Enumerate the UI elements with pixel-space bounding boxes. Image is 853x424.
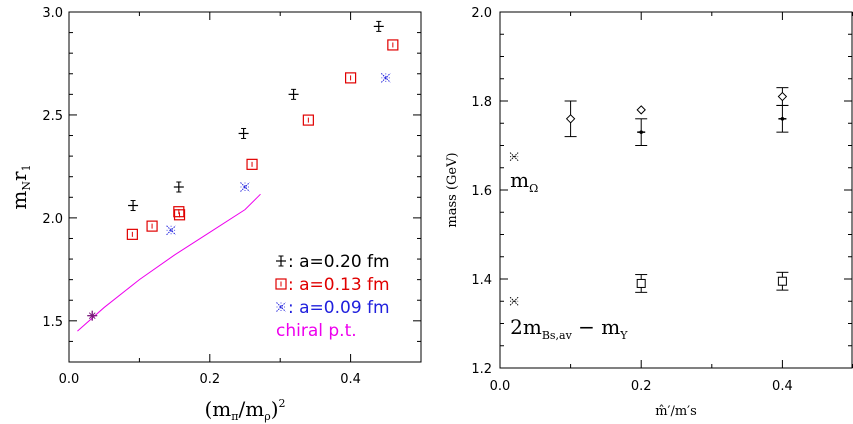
point-a020	[238, 127, 249, 139]
chiral-pt-curve	[77, 193, 261, 332]
left-chart: 0.0 0.2 0.4 1.5 2.0 2.5 3.0 (mπ/mρ)2 mNr1 : a=0.2…	[7, 6, 422, 423]
right-plot-frame	[499, 11, 853, 369]
legend-marker-a009	[276, 302, 286, 312]
right-y-tick-label: 2.0	[471, 6, 492, 21]
point-a009-d2	[380, 73, 391, 83]
right-y-tick-label: 1.8	[471, 95, 492, 110]
legend-label: chiral p.t.	[276, 321, 357, 341]
point-a013-box	[345, 72, 357, 84]
legend-label: : a=0.20 fm	[288, 252, 390, 272]
right-x-axis-label: m̂′/m′s	[655, 404, 697, 419]
point-a013	[146, 220, 158, 232]
cross-point-dot	[780, 117, 785, 121]
left-plot-frame	[68, 11, 422, 363]
point-a013-box	[387, 39, 399, 51]
right-y-tick-label: 1.4	[471, 273, 492, 288]
left-y-tick-label: 2.5	[42, 109, 63, 124]
diamond-point	[777, 91, 788, 102]
point-a009	[380, 73, 391, 83]
xlabel-sup: 2	[279, 397, 286, 410]
right-x-tick-label: 0.4	[772, 379, 793, 394]
point-a013-box	[173, 209, 186, 221]
left-x-tick-label: 0.4	[340, 372, 361, 387]
point-a013-box	[146, 220, 158, 232]
right-x-tick-label: 0.2	[631, 379, 652, 394]
point-a009	[240, 182, 250, 192]
point-physical	[87, 310, 98, 321]
left-y-tick-label: 1.5	[42, 315, 63, 330]
diamond-point	[565, 114, 576, 124]
ylabel-sub2: 1	[20, 164, 33, 171]
right-chart: 0.0 0.2 0.4 1.2 1.4 1.6 1.8 2.0 m̂′/m′s mass (GeV…	[445, 6, 853, 419]
left-x-axis-label: (mπ/mρ)2	[205, 397, 286, 423]
point-a013-box	[246, 158, 258, 170]
left-x-tick-label: 0.2	[199, 372, 220, 387]
point-a013-box	[126, 228, 138, 240]
xlabel-sub1: π	[231, 410, 238, 423]
xlabel-main: (m	[205, 397, 232, 421]
left-x-tick-label: 0.0	[59, 372, 80, 387]
legend-marker-a013-box	[275, 278, 287, 290]
ylabel-tail: r	[7, 171, 31, 181]
ann-bs-main: 2m	[510, 315, 542, 339]
legend-label: : a=0.09 fm	[288, 298, 390, 318]
point-a020	[128, 200, 139, 212]
ylabel-main: m	[7, 191, 31, 210]
point-a013	[387, 39, 399, 51]
left-y-axis-label: mNr1	[7, 164, 33, 209]
point-a013	[173, 209, 186, 221]
point-a013	[345, 72, 357, 84]
point-a013-box	[173, 206, 185, 218]
diamond-point	[636, 105, 646, 115]
annotation-m-omega: mΩ	[510, 168, 538, 195]
point-a013	[173, 206, 185, 218]
ann-bs-sub: Bs,av	[542, 329, 573, 342]
point-a013	[126, 228, 138, 240]
legend-marker-a020	[276, 255, 286, 267]
cross-point-dot	[639, 130, 643, 134]
point-a013-box	[302, 114, 314, 126]
point-a020	[373, 20, 384, 32]
point-a009-d2	[166, 225, 176, 236]
left-y-tick-label: 2.0	[42, 212, 63, 227]
point-a009-d2	[240, 182, 250, 192]
legend-marker-a013	[275, 278, 287, 290]
point-a020	[173, 181, 184, 193]
xlabel-sub2: ρ	[264, 410, 270, 423]
ann-omega-main: m	[510, 168, 529, 192]
point-a013	[246, 158, 258, 170]
burst-point-d2	[509, 296, 519, 306]
point-a013	[302, 114, 314, 126]
ann-bs-mid: − m	[572, 315, 620, 339]
left-y-tick-label: 3.0	[42, 6, 63, 21]
ann-bs-sub2: Υ	[619, 329, 628, 342]
ann-omega-sub: Ω	[529, 182, 538, 195]
burst-point-d2	[509, 152, 519, 161]
square-point	[777, 276, 787, 286]
point-a020	[288, 88, 299, 100]
right-y-tick-label: 1.2	[471, 362, 492, 377]
right-y-tick-label: 1.6	[471, 184, 492, 199]
xlabel-tail: )	[271, 397, 279, 421]
right-x-tick-label: 0.0	[490, 379, 511, 394]
right-y-axis-label: mass (GeV)	[445, 152, 460, 227]
legend-marker-a009-d2	[276, 302, 286, 312]
point-a009	[166, 225, 176, 236]
xlabel-mid: /m	[239, 397, 265, 421]
ylabel-sub: N	[20, 181, 33, 191]
square-point	[636, 278, 646, 288]
point-physical-d2	[88, 312, 96, 320]
legend-label: : a=0.13 fm	[288, 275, 390, 295]
annotation-2mbs-mupsilon: 2mBs,av − mΥ	[510, 315, 628, 342]
